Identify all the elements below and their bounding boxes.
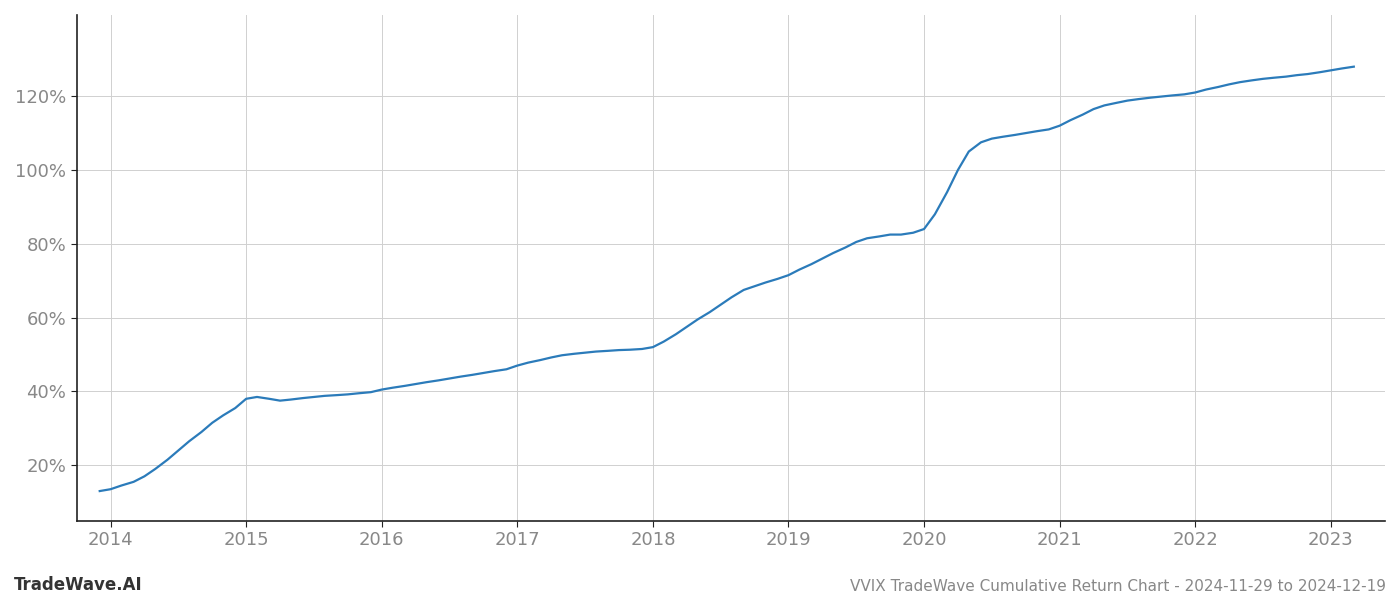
Text: VVIX TradeWave Cumulative Return Chart - 2024-11-29 to 2024-12-19: VVIX TradeWave Cumulative Return Chart -… xyxy=(850,579,1386,594)
Text: TradeWave.AI: TradeWave.AI xyxy=(14,576,143,594)
